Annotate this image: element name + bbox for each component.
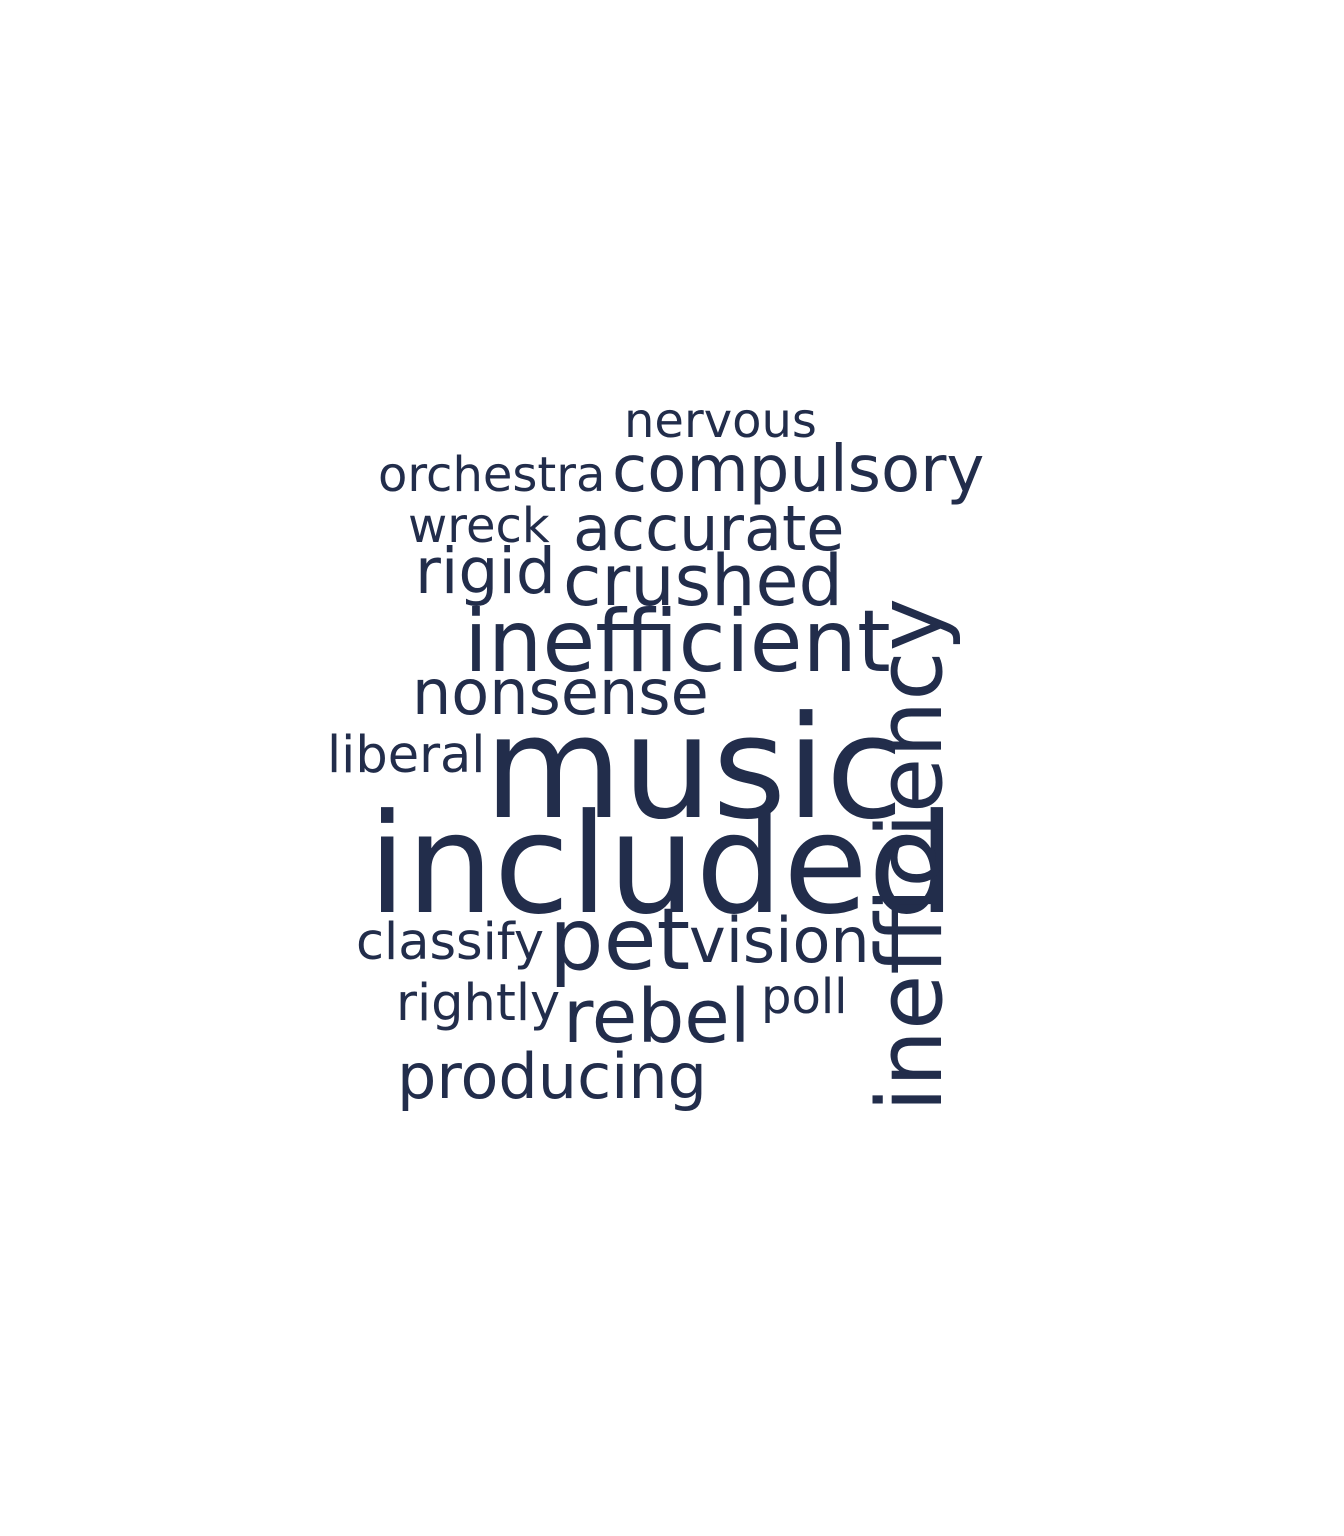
- word-liberal: liberal: [327, 726, 486, 785]
- word-rebel: rebel: [563, 974, 751, 1060]
- word-nervous: nervous: [624, 393, 817, 449]
- word-poll: poll: [761, 969, 848, 1025]
- word-pet: pet: [549, 890, 691, 990]
- word-compulsory: compulsory: [612, 433, 985, 507]
- word-orchestra: orchestra: [378, 447, 606, 503]
- word-accurate: accurate: [573, 492, 845, 565]
- word-wreck: wreck: [408, 498, 550, 554]
- word-inefficient: inefficient: [464, 592, 891, 692]
- word-classify: classify: [356, 913, 545, 972]
- word-rigid: rigid: [415, 535, 556, 608]
- word-crushed: crushed: [563, 540, 843, 622]
- word-vision: vision: [689, 904, 870, 977]
- word-nonsense: nonsense: [412, 656, 709, 729]
- word-rightly: rightly: [396, 974, 561, 1033]
- word-producing: producing: [397, 1040, 708, 1113]
- word-music: music: [484, 686, 904, 851]
- word-included: included: [368, 784, 956, 945]
- word-inefficiency: inefficiency: [858, 597, 963, 1113]
